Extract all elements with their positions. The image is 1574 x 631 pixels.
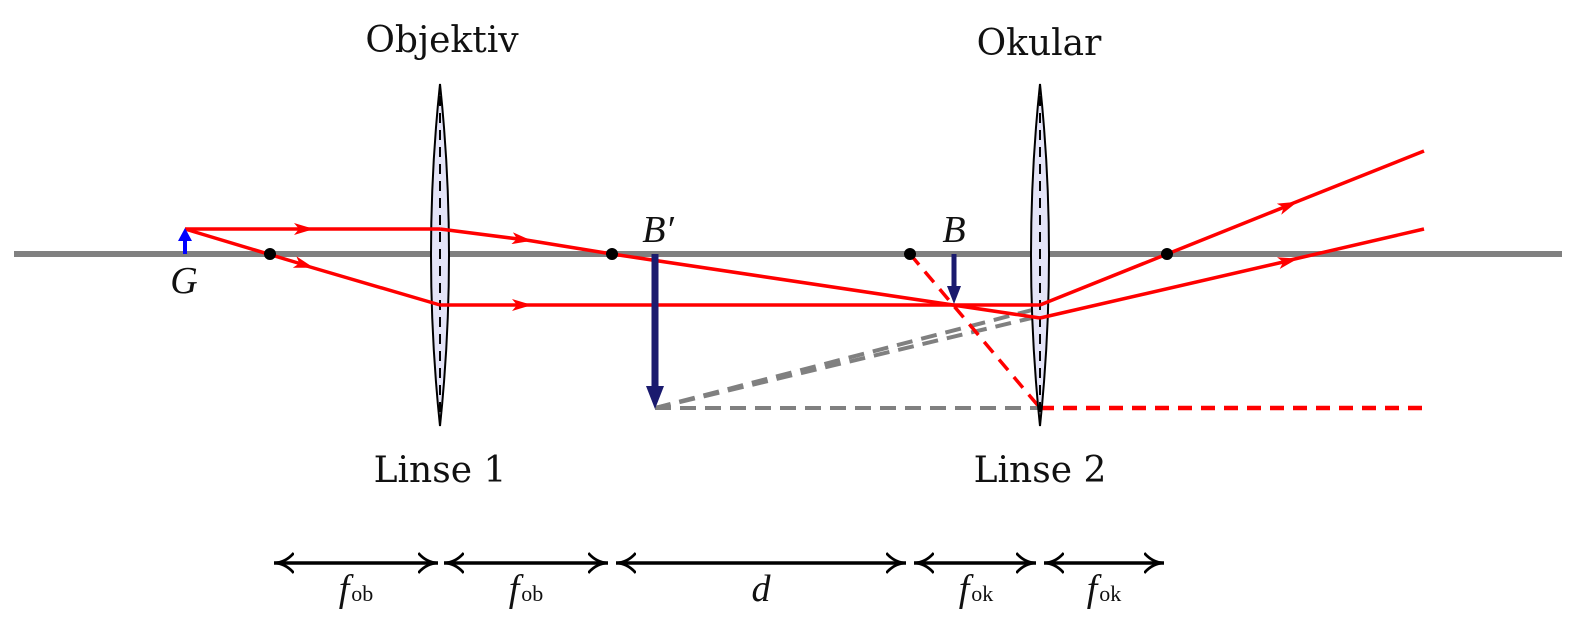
- object-arrow: [178, 228, 192, 254]
- construction-rays: [908, 252, 1424, 411]
- ray-diverge: [611, 252, 1041, 320]
- ray-focal-1: [184, 227, 314, 268]
- focal-point-ok-front: [904, 248, 916, 260]
- dim-label-fob-2: fob: [509, 568, 544, 610]
- virtual-ray-lower: [654, 314, 1041, 410]
- image-label-b: B: [942, 209, 965, 251]
- dim-label-fob-1: fob: [339, 568, 374, 610]
- intermediate-image-label: B′: [642, 209, 674, 251]
- object-label-g: G: [170, 260, 197, 302]
- image-arrow: [947, 254, 961, 304]
- ray-converge-2: [519, 237, 613, 256]
- virtual-rays: [654, 306, 1041, 410]
- ray-out-lower-1: [1039, 257, 1298, 320]
- focal-point-obj-front: [264, 248, 276, 260]
- ray-out-upper-2: [1285, 149, 1425, 208]
- light-rays: [184, 149, 1425, 320]
- focal-point-ok-back: [1161, 248, 1173, 260]
- dim-label-fok-1: fok: [959, 568, 994, 610]
- focal-points: [264, 248, 1173, 260]
- dim-label-fok-2: fok: [1087, 568, 1122, 610]
- intermediate-image-arrow: [646, 254, 664, 409]
- okular-label: Okular: [977, 23, 1102, 64]
- construction-ray-diagonal: [908, 252, 1042, 410]
- lens-1: [430, 83, 450, 427]
- lens-2: [1030, 83, 1050, 427]
- virtual-ray-upper: [654, 306, 1041, 410]
- ray-focal-2: [299, 262, 441, 307]
- focal-point-obj-back: [606, 248, 618, 260]
- ray-out-lower-2: [1285, 227, 1425, 263]
- objektiv-label: Objektiv: [365, 20, 519, 61]
- ray-converge-1: [439, 227, 532, 245]
- linse-1-label: Linse 1: [374, 450, 507, 491]
- dim-label-d: d: [752, 568, 772, 610]
- linse-2-label: Linse 2: [974, 450, 1107, 491]
